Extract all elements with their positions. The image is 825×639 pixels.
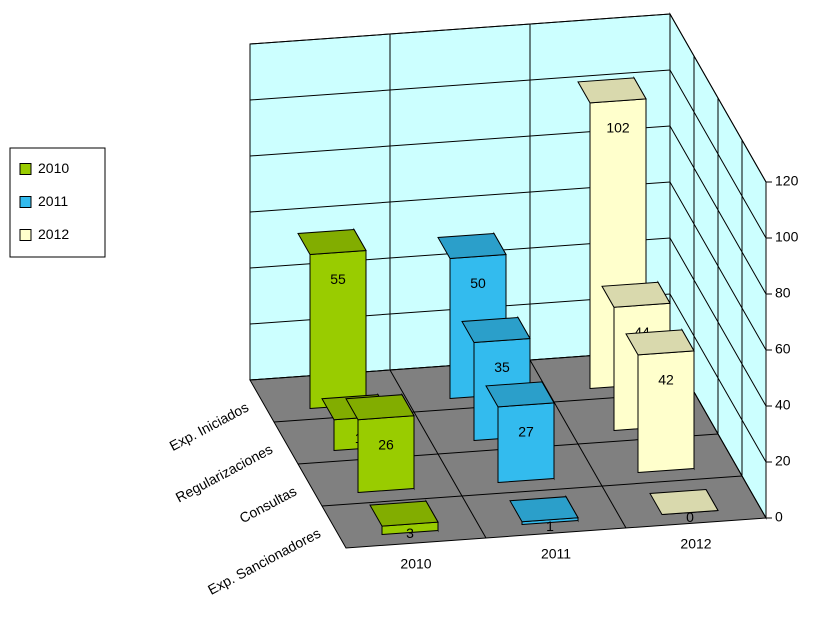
- grid-line: [249, 13, 767, 183]
- bar-top: [461, 316, 531, 344]
- depth-label: Regularizaciones: [173, 441, 275, 506]
- bar: [297, 227, 367, 410]
- bar-top: [369, 500, 439, 527]
- y-tick-label: 60: [775, 341, 791, 357]
- value-label: 50: [470, 275, 486, 291]
- bar-front: [357, 415, 415, 494]
- grid-line: [249, 125, 767, 295]
- value-label: 3: [406, 525, 414, 541]
- legend-swatch: [19, 229, 32, 241]
- bar-top: [345, 394, 415, 421]
- legend-label: 2012: [38, 226, 69, 242]
- bar-top: [509, 496, 579, 523]
- value-label: 27: [518, 424, 534, 440]
- x-tick-label: 2012: [680, 536, 711, 552]
- value-label: 0: [686, 509, 694, 525]
- bar: [369, 499, 439, 536]
- depth-label: Exp. Sancionadores: [205, 525, 323, 598]
- bar: [345, 392, 415, 494]
- grid-line: [249, 181, 767, 351]
- bar: [649, 488, 719, 516]
- depth-label: Exp. Iniciados: [167, 399, 251, 454]
- y-tick-label: 0: [775, 509, 783, 525]
- value-label: 55: [330, 271, 346, 287]
- legend-swatch: [19, 163, 32, 175]
- bar-front: [497, 402, 555, 484]
- floor-divider: [321, 475, 743, 507]
- value-label: 102: [606, 120, 630, 136]
- value-label: 42: [658, 372, 674, 388]
- legend-label: 2011: [38, 193, 68, 209]
- bar: [625, 328, 695, 474]
- y-tick-label: 120: [775, 173, 799, 189]
- bar-top: [577, 77, 647, 104]
- legend-label: 2010: [38, 160, 69, 176]
- bar-top: [601, 281, 671, 308]
- bar-top: [437, 232, 507, 260]
- x-tick-label: 2011: [541, 546, 571, 562]
- x-tick-label: 2010: [400, 556, 431, 572]
- bar-top: [485, 381, 555, 408]
- bar-front: [637, 350, 695, 474]
- bar-top: [625, 329, 695, 356]
- value-label: 26: [378, 436, 394, 452]
- grid-line: [249, 69, 767, 239]
- value-label: 1: [546, 518, 554, 534]
- y-tick-label: 80: [775, 285, 791, 301]
- grid-line: [249, 237, 767, 407]
- bar-top: [297, 228, 367, 256]
- legend-swatch: [19, 196, 32, 208]
- grid-line: [249, 293, 767, 463]
- bar-top: [649, 488, 719, 516]
- y-tick-label: 40: [775, 397, 791, 413]
- legend: 2010 2011 2012: [9, 147, 106, 258]
- y-tick-label: 100: [775, 229, 799, 245]
- bar: [485, 380, 555, 484]
- y-tick-label: 20: [775, 453, 791, 469]
- depth-label: Consultas: [237, 483, 299, 526]
- value-label: 35: [494, 359, 510, 375]
- bar: [509, 494, 579, 526]
